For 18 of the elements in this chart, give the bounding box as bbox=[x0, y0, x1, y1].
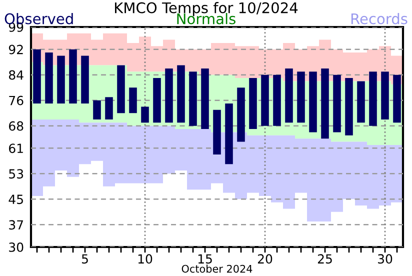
x-tick-label: 25 bbox=[318, 254, 332, 264]
y-tick-label: 61 bbox=[9, 144, 23, 154]
y-tick-label: 68 bbox=[9, 121, 24, 131]
text: Observed bbox=[4, 13, 73, 24]
x-axis-title: October 2024 bbox=[182, 264, 252, 273]
x-tick-label: 20 bbox=[258, 254, 272, 264]
text: Records bbox=[351, 13, 408, 24]
y-tick-label: 76 bbox=[9, 96, 24, 106]
x-tick-label: 30 bbox=[378, 254, 392, 264]
y-tick-label: 53 bbox=[9, 169, 24, 179]
y-tick-label: 84 bbox=[8, 70, 24, 80]
x-tick-label: 10 bbox=[138, 254, 152, 264]
x-tick-label: 5 bbox=[82, 254, 88, 264]
y-tick-label: 92 bbox=[8, 44, 23, 54]
y-tick-label: 45 bbox=[8, 194, 23, 204]
y-tick-label: 30 bbox=[9, 242, 24, 252]
y-tick-label: 37 bbox=[9, 220, 23, 230]
x-tick-label: 15 bbox=[198, 254, 212, 264]
